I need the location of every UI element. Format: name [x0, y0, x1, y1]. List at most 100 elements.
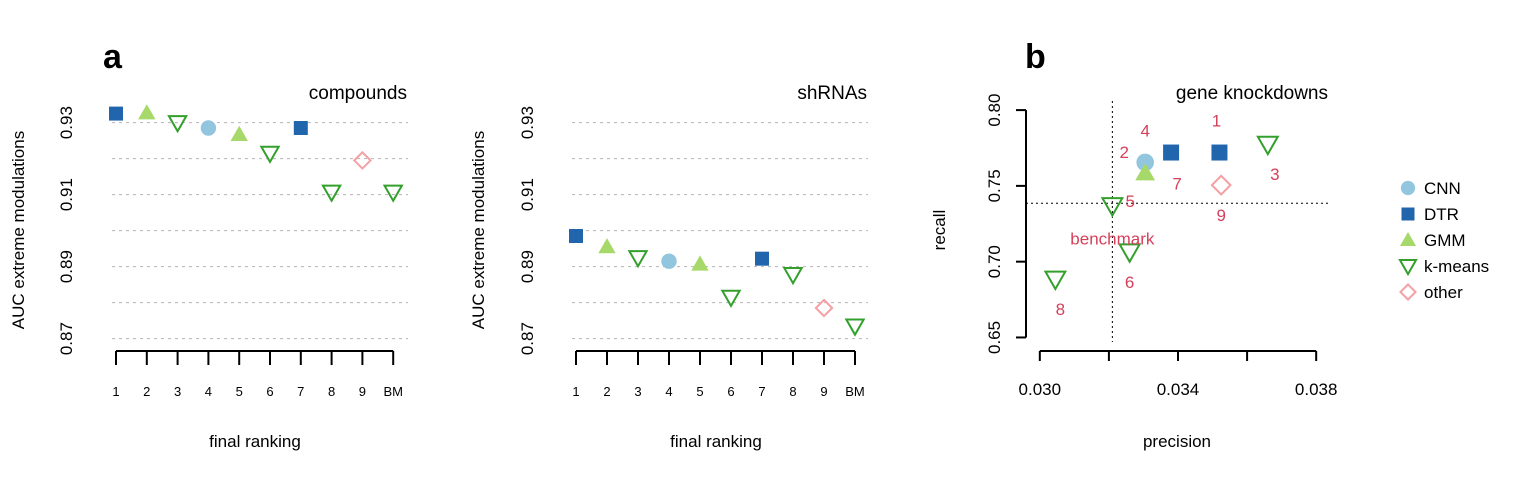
- compounds-x-tick-label: 5: [236, 384, 243, 399]
- shrnas-x-tick-label: 7: [758, 384, 765, 399]
- compounds-point: [259, 145, 281, 164]
- gene-knockdowns-point: [1210, 174, 1232, 196]
- gene-knockdowns-xtick-label: 0.030: [1019, 380, 1062, 399]
- shrnas-point: [782, 267, 804, 286]
- shrnas-point: [755, 251, 769, 266]
- gene-knockdowns-point: [1256, 135, 1280, 157]
- legend: CNN DTR GMM k-means other: [1398, 179, 1489, 302]
- shrnas-gridlines: [572, 122, 868, 340]
- compounds-point: [167, 115, 189, 134]
- compounds-point: [382, 184, 404, 203]
- gene-knockdowns-point: [1163, 144, 1180, 161]
- gene-knockdowns-point-label: 9: [1216, 206, 1225, 225]
- gene-knockdowns-xlabel: precision: [1143, 432, 1211, 451]
- shrnas-ytick-label: 0.89: [518, 250, 537, 283]
- compounds-x-tick-label: 2: [143, 384, 150, 399]
- shrnas-point: [661, 253, 677, 269]
- shrnas-points: [569, 229, 866, 337]
- gene-knockdowns-point: [1135, 163, 1156, 181]
- shrnas-point: [844, 318, 866, 337]
- shrnas-axes: 0.87 0.89 0.91 0.93 1 2 3 4 5 6 7 8 9 BM: [518, 106, 865, 399]
- compounds-ytick-label: 0.93: [57, 106, 76, 139]
- legend-marker: [1398, 258, 1418, 277]
- gene-knockdowns-point-label: 2: [1119, 143, 1128, 162]
- gene-knockdowns-point-label: 1: [1212, 112, 1221, 131]
- shrnas-point: [627, 250, 649, 269]
- panel-label-b-text: b: [1025, 38, 1046, 76]
- gene-knockdowns-axes: 0.65 0.70 0.75 0.80 0.030 0.034 0.038: [985, 94, 1337, 399]
- gene-knockdowns-xtick-label: 0.034: [1157, 380, 1200, 399]
- compounds-x-tick-label: 4: [205, 384, 212, 399]
- compounds-x-tick-label: 3: [174, 384, 181, 399]
- gene-knockdowns-xtick-label: 0.038: [1295, 380, 1338, 399]
- legend-marker: [1400, 180, 1416, 196]
- shrnas-x-tick-label: 8: [789, 384, 796, 399]
- gene-knockdowns-reference-lines: [1026, 101, 1330, 342]
- shrnas-title: shRNAs: [797, 83, 867, 104]
- shrnas-x-tick-label: 4: [665, 384, 672, 399]
- legend-label: DTR: [1424, 205, 1459, 224]
- gene-knockdowns-ytick-label: 0.80: [985, 94, 1004, 127]
- compounds-point: [293, 121, 308, 135]
- compounds-ytick-label: 0.91: [57, 178, 76, 211]
- panel-label-b: b: [1025, 38, 1046, 76]
- shrnas-x-tick-label: 9: [820, 384, 827, 399]
- legend-marker: [1399, 231, 1417, 247]
- compounds-point: [109, 106, 123, 121]
- compounds-point: [230, 125, 248, 141]
- legend-marker: [1401, 207, 1415, 221]
- shrnas-point: [598, 238, 616, 254]
- gene-knockdowns-point-label: 7: [1172, 175, 1181, 194]
- compounds-xlabel: final ranking: [209, 432, 301, 451]
- compounds-gridlines: [112, 122, 408, 340]
- gene-knockdowns-point: [1211, 144, 1228, 161]
- shrnas-chart: shRNAs AUC extreme modulations final ran…: [469, 83, 868, 451]
- shrnas-point: [691, 255, 709, 271]
- compounds-point: [138, 104, 156, 120]
- legend-label: CNN: [1424, 179, 1461, 198]
- compounds-point: [321, 184, 343, 203]
- gene-knockdowns-point-label: 8: [1056, 300, 1065, 319]
- gene-knockdowns-point-label: 5: [1125, 192, 1134, 211]
- shrnas-ytick-label: 0.91: [518, 178, 537, 211]
- gene-knockdowns-point: [1043, 270, 1068, 292]
- shrnas-x-tick-label: BM: [845, 384, 865, 399]
- gene-knockdowns-ylabel: recall: [930, 210, 949, 251]
- gene-knockdowns-ytick-label: 0.70: [985, 245, 1004, 278]
- gene-knockdowns-point: [1136, 153, 1154, 172]
- gene-knockdowns-ytick-label: 0.65: [985, 321, 1004, 354]
- shrnas-xlabel: final ranking: [670, 432, 762, 451]
- compounds-point: [200, 120, 217, 136]
- compounds-ytick-label: 0.87: [57, 322, 76, 355]
- gene-knockdowns-chart: gene knockdowns recall precision 0.65 0.7…: [930, 83, 1337, 451]
- compounds-title: compounds: [309, 83, 407, 104]
- gene-knockdowns-point-label: 4: [1140, 121, 1149, 140]
- gene-knockdowns-point-label: 6: [1125, 273, 1134, 292]
- compounds-ytick-label: 0.89: [57, 250, 76, 283]
- compounds-x-tick-label: 1: [112, 384, 119, 399]
- panel-label-a-text: a: [103, 38, 123, 76]
- shrnas-point: [569, 229, 583, 243]
- gene-knockdowns-ytick-label: 0.75: [985, 169, 1004, 202]
- compounds-axes: 0.87 0.89 0.91 0.93 1 2 3 4 5 6 7 8 9 BM: [57, 106, 403, 399]
- panel-label-a: a: [103, 38, 123, 76]
- gene-knockdowns-point: [1117, 243, 1142, 264]
- gene-knockdowns-points: [1043, 135, 1280, 292]
- shrnas-point: [814, 298, 834, 318]
- shrnas-ylabel: AUC extreme modulations: [469, 131, 488, 329]
- legend-marker: [1399, 283, 1417, 301]
- shrnas-point: [720, 289, 742, 308]
- compounds-x-tick-label: 8: [328, 384, 335, 399]
- compounds-x-tick-label: BM: [383, 384, 403, 399]
- shrnas-x-tick-label: 1: [572, 384, 579, 399]
- compounds-x-tick-label: 7: [297, 384, 304, 399]
- compounds-chart: compounds AUC extreme modulations final …: [9, 83, 408, 451]
- gene-knockdowns-point: [1100, 197, 1125, 218]
- shrnas-x-tick-label: 2: [603, 384, 610, 399]
- shrnas-x-tick-label: 5: [696, 384, 703, 399]
- legend-label: GMM: [1424, 231, 1466, 250]
- shrnas-ytick-label: 0.93: [518, 106, 537, 139]
- gene-knockdowns-point-labels: 4 7 1 2 3 benchmark 6 8 9 5: [1056, 112, 1280, 320]
- compounds-points: [109, 104, 404, 203]
- gene-knockdowns-point-label: benchmark: [1070, 230, 1155, 249]
